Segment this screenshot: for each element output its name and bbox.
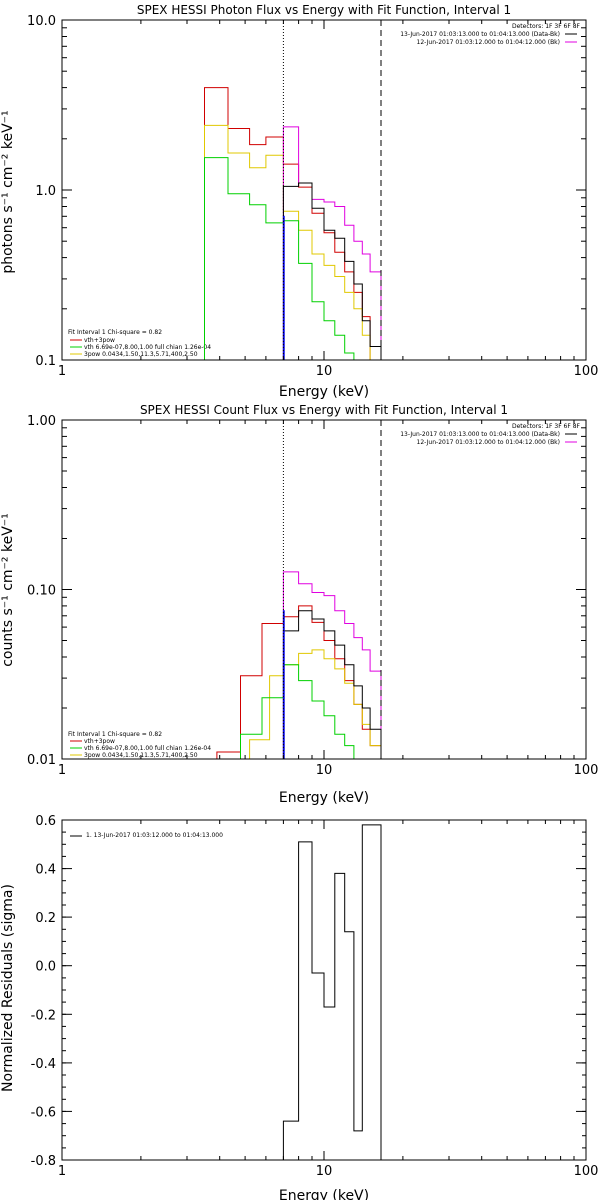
legend-right-entry: 13-Jun-2017 01:03:13.000 to 01:04:13.000… [400,431,560,438]
x-axis-label: Energy (keV) [279,790,369,806]
legend-left-entry: vth+3pow [84,337,115,344]
x-tick-label: 1 [58,364,66,379]
x-tick-label: 100 [574,763,599,778]
series-line [282,610,382,759]
series-line [282,215,285,360]
y-tick-label: 0.01 [27,753,56,768]
x-axis-label: Energy (keV) [279,1188,369,1200]
y-tick-label: -0.2 [31,1008,56,1023]
series-line [240,664,381,760]
photon-flux-panel: SPEX HESSI Photon Flux vs Energy with Fi… [0,3,598,400]
legend-right-entry: 12-Jun-2017 01:03:12.000 to 01:04:12.000… [417,439,560,446]
y-tick-label: 1.00 [27,414,56,429]
y-axis-label: Normalized Residuals (sigma) [0,884,16,1092]
x-tick-label: 10 [316,364,333,379]
x-tick-label: 1 [58,763,66,778]
y-tick-label: 0.0 [35,960,56,975]
x-axis-label: Energy (keV) [279,384,369,400]
legend-top: 1. 13-Jun-2017 01:03:12.000 to 01:04:13.… [86,832,223,839]
legend-left: Fit Interval 1 Chi-square = 0.82 vth+3po… [68,329,211,358]
legend-right-entry: 12-Jun-2017 01:03:12.000 to 01:04:12.000… [417,39,560,46]
chart-title: SPEX HESSI Count Flux vs Energy with Fit… [140,403,508,417]
y-tick-label: 0.10 [27,584,56,599]
y-axis-label: counts s⁻¹ cm⁻² keV⁻¹ [0,513,16,667]
series-line [216,605,382,759]
legend-right: Detectors: 1F 3F 6F 8F 13-Jun-2017 01:03… [400,23,580,46]
series-line [204,157,381,361]
series-line [249,649,382,759]
legend-left-header: Fit Interval 1 Chi-square = 0.82 [68,329,162,336]
y-tick-label: 0.2 [35,911,56,926]
series-line [204,87,381,361]
legend-left-entry: vth 6.69e-07,8.00,1.00 full chian 1.26e-… [84,344,211,351]
series-line [282,824,382,1160]
x-tick-label: 100 [574,364,599,379]
legend-top-entry: 1. 13-Jun-2017 01:03:12.000 to 01:04:13.… [86,832,223,839]
legend-right: Detectors: 1F 3F 6F 8F 13-Jun-2017 01:03… [400,423,580,446]
y-tick-label: -0.8 [31,1154,56,1169]
y-tick-label: 10.0 [27,14,56,29]
y-tick-label: -0.4 [31,1057,56,1072]
legend-right-header: Detectors: 1F 3F 6F 8F [512,23,581,30]
chart-title: SPEX HESSI Photon Flux vs Energy with Fi… [137,3,511,17]
legend-left-entry: vth+3pow [84,738,115,745]
y-tick-label: -0.6 [31,1105,56,1120]
residuals-panel: Energy (keV) Normalized Residuals (sigma… [0,814,598,1200]
series-line [282,182,382,360]
x-tick-label: 100 [574,1164,599,1179]
y-tick-label: 1.0 [35,184,56,199]
legend-left-entry: 3pow 0.0434,1.50,11.3,5.71,400,2.50 [84,351,198,358]
series-line [204,124,381,361]
x-tick-label: 10 [316,763,333,778]
legend-left-header: Fit Interval 1 Chi-square = 0.82 [68,731,162,738]
y-tick-label: 0.6 [35,814,56,829]
legend-right-header: Detectors: 1F 3F 6F 8F [512,423,581,430]
y-axis-label: photons s⁻¹ cm⁻² keV⁻¹ [0,110,16,273]
x-tick-label: 10 [316,1164,333,1179]
y-tick-label: 0.1 [35,354,56,369]
series-line [282,571,382,759]
legend-right-entry: 13-Jun-2017 01:03:13.000 to 01:04:13.000… [400,31,560,38]
legend-left-entry: vth 6.69e-07,8.00,1.00 full chian 1.26e-… [84,745,211,752]
x-tick-label: 1 [58,1164,66,1179]
count-flux-panel: SPEX HESSI Count Flux vs Energy with Fit… [0,403,598,806]
y-tick-label: 0.4 [35,863,56,878]
